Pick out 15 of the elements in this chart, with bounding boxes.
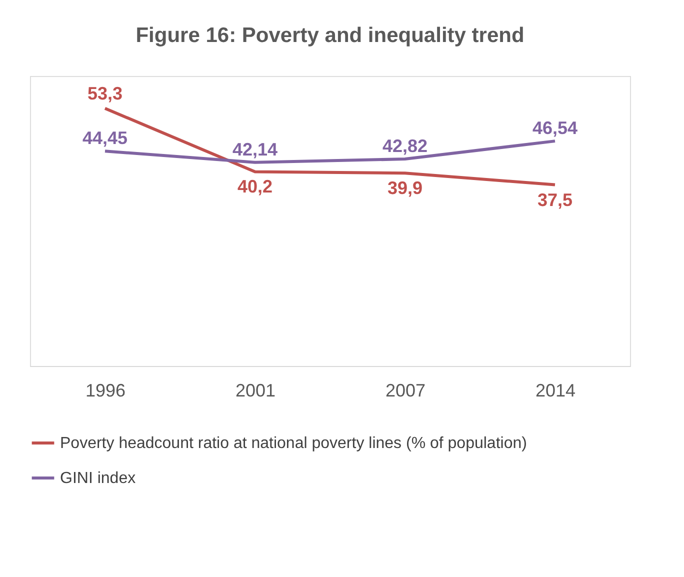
data-label: 42,14	[232, 139, 278, 160]
legend-label: GINI index	[60, 470, 136, 487]
x-tick-label: 2014	[535, 380, 576, 400]
chart-title: Figure 16: Poverty and inequality trend	[136, 24, 524, 47]
data-label: 44,45	[82, 128, 128, 148]
x-tick-label: 1996	[85, 380, 126, 400]
data-label: 39,9	[387, 178, 423, 198]
x-tick-label: 2007	[385, 380, 426, 400]
data-label: 53,3	[87, 83, 123, 104]
legend-label: Poverty headcount ratio at national poverty lines (% of population)	[60, 435, 527, 452]
data-label: 42,82	[382, 136, 428, 156]
data-label: 40,2	[237, 176, 273, 197]
data-label: 37,5	[537, 190, 573, 210]
data-label: 46,54	[532, 118, 578, 138]
x-tick-label: 2001	[235, 380, 276, 400]
